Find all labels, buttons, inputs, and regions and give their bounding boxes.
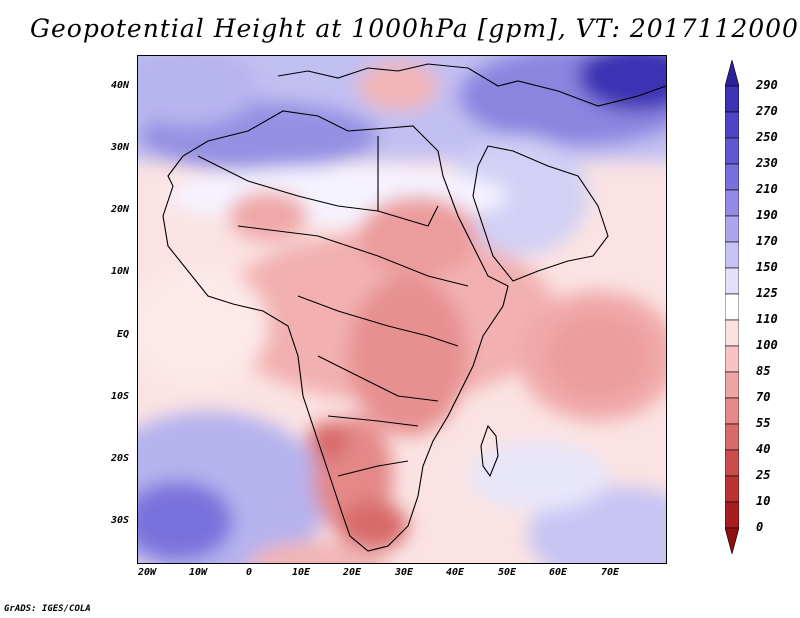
lon-label-20w: 20W: [137, 567, 157, 578]
lat-label-40n: 40N: [110, 80, 129, 91]
lon-label-30e: 30E: [394, 567, 414, 578]
colorbar-segment: [725, 137, 739, 165]
lat-label-10n: 10N: [110, 266, 129, 277]
colorbar-label: 290: [756, 78, 778, 92]
colorbar-label: 25: [756, 468, 771, 482]
lat-label-20n: 20N: [110, 204, 129, 215]
colorbar-label: 270: [756, 104, 778, 118]
colorbar-segment: [725, 527, 739, 554]
colorbar-label: 10: [756, 494, 771, 508]
colorbar-segment: [725, 371, 739, 399]
colorbar-segment: [725, 241, 739, 269]
chart-title: Geopotential Height at 1000hPa [gpm], VT…: [30, 14, 799, 43]
lon-label-40e: 40E: [445, 567, 465, 578]
lon-label-70e: 70E: [600, 567, 620, 578]
colorbar-label: 170: [756, 234, 778, 248]
colorbar-label: 100: [756, 338, 778, 352]
colorbar-label: 55: [756, 416, 771, 430]
colorbar-segment: [725, 60, 739, 87]
colorbar-label: 110: [756, 312, 778, 326]
lon-label-60e: 60E: [548, 567, 568, 578]
lon-label-0: 0: [245, 567, 253, 578]
colorbar-segment: [725, 397, 739, 425]
lon-label-10w: 10W: [188, 567, 208, 578]
lon-label-50e: 50E: [497, 567, 517, 578]
lon-label-10e: 10E: [291, 567, 311, 578]
colorbar-segment: [725, 267, 739, 295]
colorbar-label: 40: [756, 442, 771, 456]
lon-label-20e: 20E: [342, 567, 362, 578]
footer-credit: GrADS: IGES/COLA: [4, 604, 91, 614]
colorbar: [725, 60, 739, 554]
colorbar-segment: [725, 111, 739, 139]
lat-label-30s: 30S: [110, 515, 129, 526]
colorbar-label: 70: [756, 390, 771, 404]
colorbar-segment: [725, 319, 739, 347]
colorbar-label: 85: [756, 364, 771, 378]
colorbar-label: 230: [756, 156, 778, 170]
colorbar-segment: [725, 475, 739, 503]
colorbar-segment: [725, 501, 739, 529]
lat-label-10s: 10S: [110, 391, 129, 402]
colorbar-segment: [725, 423, 739, 451]
map-panel: [137, 55, 667, 564]
lat-label-20s: 20S: [110, 453, 129, 464]
colorbar-label: 250: [756, 130, 778, 144]
lat-label-30n: 30N: [110, 142, 129, 153]
colorbar-label: 150: [756, 260, 778, 274]
colorbar-label: 0: [756, 520, 764, 534]
colorbar-segment: [725, 189, 739, 217]
colorbar-segment: [725, 345, 739, 373]
colorbar-segment: [725, 449, 739, 477]
colorbar-label: 210: [756, 182, 778, 196]
colorbar-segment: [725, 215, 739, 243]
height-field-map: [138, 56, 666, 563]
colorbar-label: 190: [756, 208, 778, 222]
lat-label-eq: EQ: [116, 329, 129, 340]
colorbar-segment: [725, 293, 739, 321]
coastlines: [162, 63, 666, 552]
colorbar-segment: [725, 163, 739, 191]
colorbar-label: 125: [756, 286, 778, 300]
colorbar-segment: [725, 85, 739, 113]
